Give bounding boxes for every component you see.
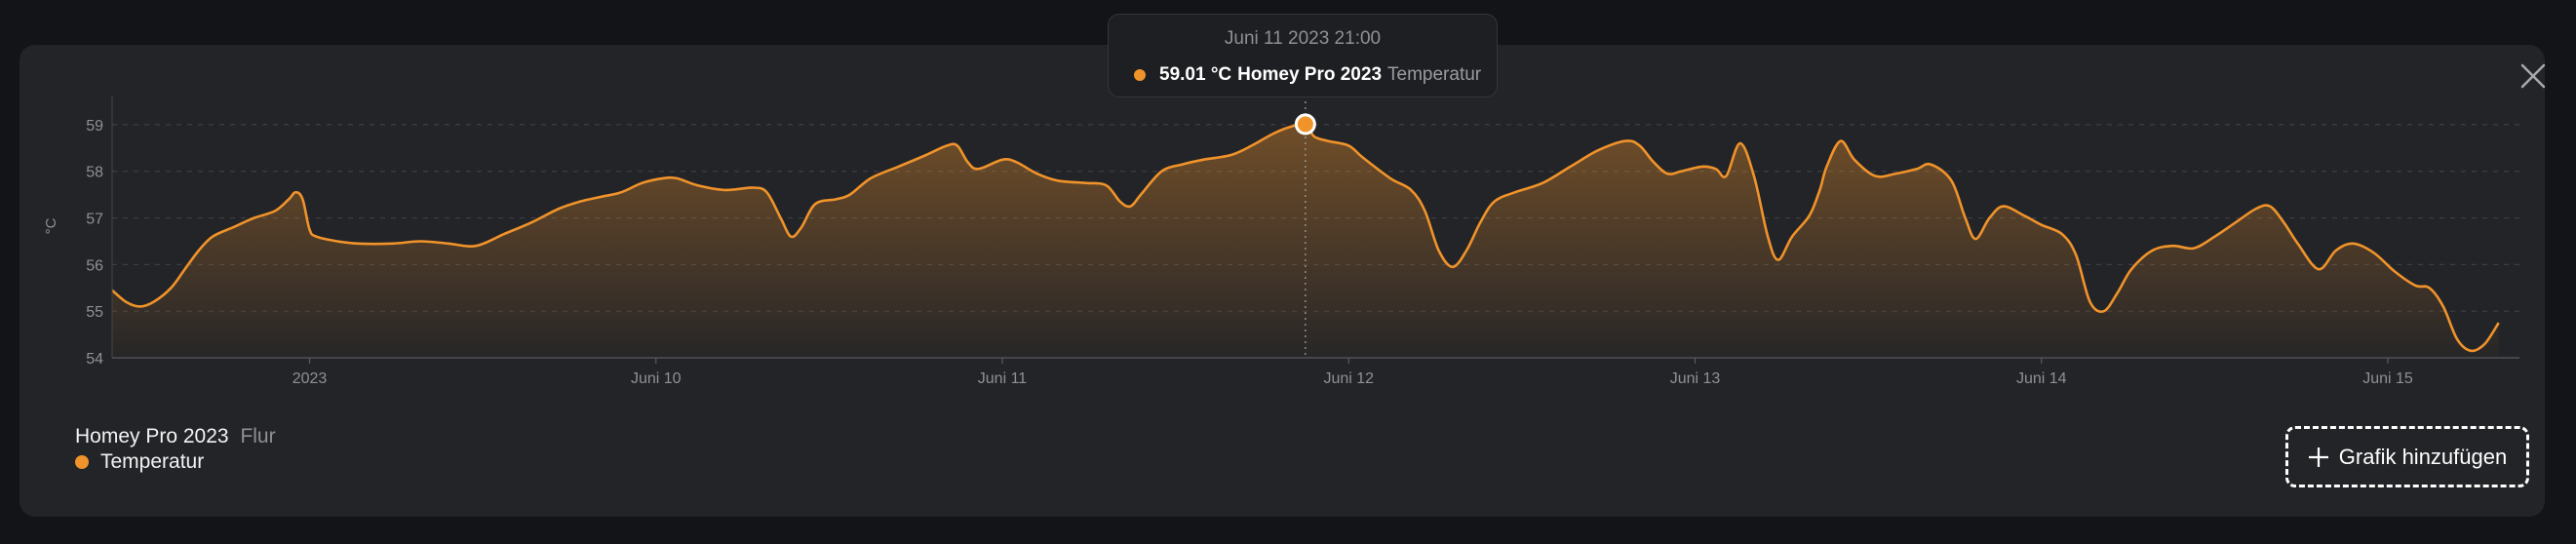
y-tick-label: 56 — [86, 257, 103, 274]
y-tick-label: 58 — [86, 165, 103, 181]
series-area-temperatur — [112, 123, 2499, 358]
y-tick-label: 55 — [86, 304, 103, 321]
x-tick-label: Juni 13 — [1670, 370, 1721, 387]
close-icon — [2520, 63, 2546, 89]
plus-icon — [2308, 447, 2329, 468]
add-chart-button[interactable]: Grafik hinzufügen — [2285, 426, 2529, 487]
x-tick-label: 2023 — [293, 370, 328, 387]
y-tick-label: 54 — [86, 351, 103, 368]
tooltip-row: 59.01 °C Homey Pro 2023 Temperatur — [1134, 64, 1481, 86]
tooltip-value: 59.01 °C — [1159, 64, 1232, 85]
hover-point — [1294, 113, 1316, 136]
legend-device-name: Homey Pro 2023 — [75, 425, 229, 447]
x-tick-label: Juni 10 — [631, 370, 682, 387]
tooltip-capability: Temperatur — [1387, 64, 1482, 85]
legend-item-temperatur[interactable]: Temperatur — [75, 450, 204, 474]
x-tick-label: Juni 14 — [2016, 370, 2067, 387]
x-tick-label: Juni 15 — [2362, 370, 2413, 387]
series-line-temperatur — [111, 122, 2500, 353]
legend-series-dot — [75, 455, 89, 469]
x-tick-label: Juni 12 — [1323, 370, 1374, 387]
y-axis-label: °C — [43, 217, 59, 234]
series-dot — [1134, 69, 1146, 81]
tooltip-device: Homey Pro 2023 — [1237, 64, 1383, 85]
chart-tooltip: Juni 11 2023 21:00 59.01 °C Homey Pro 20… — [1108, 14, 1498, 97]
legend-capability: Temperatur — [100, 450, 205, 473]
close-button[interactable] — [2510, 53, 2556, 99]
add-chart-label: Grafik hinzufügen — [2338, 444, 2508, 469]
y-tick-label: 59 — [86, 118, 103, 135]
legend-zone: Flur — [240, 425, 276, 447]
y-tick-label: 57 — [86, 212, 103, 228]
x-tick-label: Juni 11 — [978, 370, 1028, 387]
legend-device: Homey Pro 2023 Flur — [75, 425, 276, 448]
tooltip-date: Juni 11 2023 21:00 — [1224, 28, 1382, 49]
